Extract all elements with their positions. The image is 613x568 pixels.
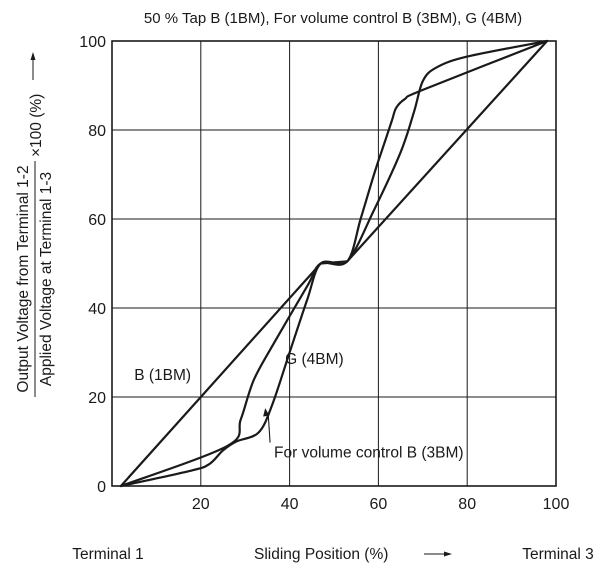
y-label-denominator: Applied Voltage at Terminal 1-3 [38,172,55,386]
x-right-terminal-label: Terminal 3 [522,546,594,563]
x-tick-label: 80 [458,496,476,513]
y-tick-label: 60 [88,212,106,229]
series-line-3 [119,39,549,488]
y-tick-labels: 0 20 40 60 80 100 [79,34,106,496]
grid [112,41,556,486]
annotation-label: For volume control B (3BM) [274,445,464,462]
y-tick-label: 20 [88,390,106,407]
plot-frame [111,40,557,487]
annotation-label: G (4BM) [285,351,344,368]
x-left-terminal-label: Terminal 1 [72,546,144,563]
annotation-pointer [267,413,271,443]
y-tick-label: 80 [88,123,106,140]
x-tick-labels: 20 40 60 80 100 [192,496,570,513]
x-tick-label: 20 [192,496,210,513]
x-tick-label: 100 [543,496,570,513]
chart-title: 50 % Tap B (1BM), For volume control B (… [144,10,522,27]
annotation-arrowhead [263,408,270,417]
x-axis-arrow [424,551,452,557]
y-tick-label: 0 [97,479,106,496]
y-axis-arrow [30,52,36,80]
x-axis-label: Sliding Position (%) [254,546,388,563]
curves [119,39,549,488]
y-tick-label: 100 [79,34,106,51]
annotation-label: B (1BM) [134,367,191,384]
y-label-suffix: ×100 (%) [28,94,45,157]
annotations: B (1BM) G (4BM) For volume control B (3BM) [134,351,463,461]
x-tick-label: 40 [281,496,299,513]
y-label-numerator: Output Voltage from Terminal 1-2 [15,165,32,392]
y-axis-label: Output Voltage from Terminal 1-2 Applied… [15,94,55,397]
x-tick-label: 60 [370,496,388,513]
y-tick-label: 40 [88,301,106,318]
